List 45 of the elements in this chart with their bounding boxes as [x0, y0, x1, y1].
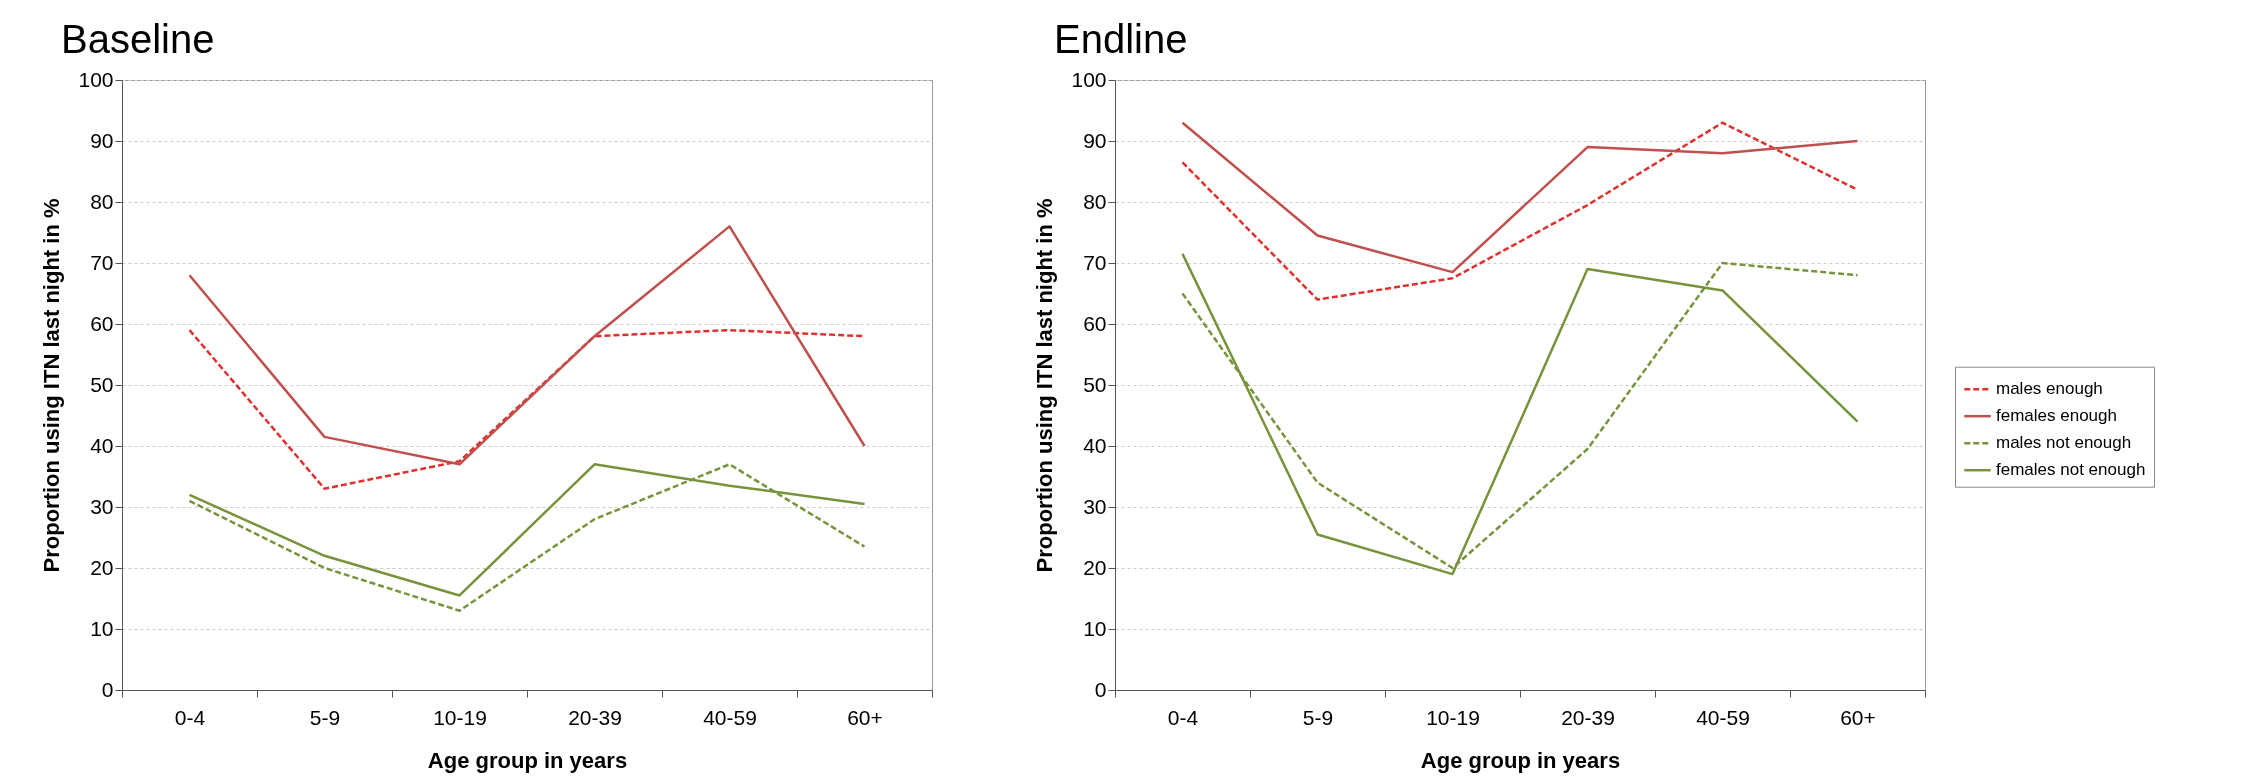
y-tick-label: 70 — [1083, 250, 1107, 274]
y-tick-label: 20 — [1083, 555, 1107, 579]
x-tick-label: 20-39 — [1561, 705, 1615, 729]
line-series — [188, 225, 866, 466]
x-axis-title: Age group in years — [1420, 747, 1621, 773]
x-axis-title: Age group in years — [427, 747, 628, 773]
x-tick-label: 20-39 — [568, 705, 622, 729]
y-tick-label: 20 — [90, 555, 114, 579]
legend-label: females enough — [1996, 406, 2117, 426]
y-tick-label: 50 — [1083, 372, 1107, 396]
x-tick-label: 5-9 — [1302, 705, 1334, 729]
y-tick-label: 100 — [78, 67, 114, 91]
y-tick-label: 60 — [90, 311, 114, 335]
x-tick-label: 40-59 — [703, 705, 757, 729]
y-tick-label: 80 — [90, 189, 114, 213]
x-tick-label: 10-19 — [1426, 705, 1480, 729]
y-tick-label: 60 — [1083, 311, 1107, 335]
y-tick-label: 80 — [1083, 189, 1107, 213]
y-tick-label: 0 — [1094, 677, 1107, 701]
y-tick-label: 40 — [90, 433, 114, 457]
y-tick-label: 70 — [90, 250, 114, 274]
legend-label: males not enough — [1996, 433, 2132, 453]
x-tick-label: 5-9 — [309, 705, 341, 729]
y-tick-label: 50 — [90, 372, 114, 396]
y-tick-label: 30 — [90, 494, 114, 518]
y-tick-label: 10 — [1083, 616, 1107, 640]
legend-label: females not enough — [1996, 460, 2146, 480]
x-tick-label: 40-59 — [1696, 705, 1750, 729]
legend-label: males enough — [1996, 379, 2103, 399]
x-tick-label: 0-4 — [174, 705, 206, 729]
y-tick-label: 40 — [1083, 433, 1107, 457]
y-axis-title: Proportion using ITN last night in % — [1032, 198, 1058, 573]
x-tick-label: 10-19 — [433, 705, 487, 729]
y-tick-label: 0 — [101, 677, 114, 701]
y-tick-label: 100 — [1071, 67, 1107, 91]
x-tick-label: 60+ — [1840, 705, 1876, 729]
y-tick-label: 90 — [1083, 128, 1107, 152]
x-tick-label: 60+ — [847, 705, 883, 729]
y-tick-label: 30 — [1083, 494, 1107, 518]
y-axis-title: Proportion using ITN last night in % — [39, 198, 65, 573]
chart-title: Endline — [1053, 17, 1188, 61]
y-tick-label: 10 — [90, 616, 114, 640]
x-tick-label: 0-4 — [1167, 705, 1199, 729]
y-tick-label: 90 — [90, 128, 114, 152]
chart-title: Baseline — [60, 17, 215, 61]
